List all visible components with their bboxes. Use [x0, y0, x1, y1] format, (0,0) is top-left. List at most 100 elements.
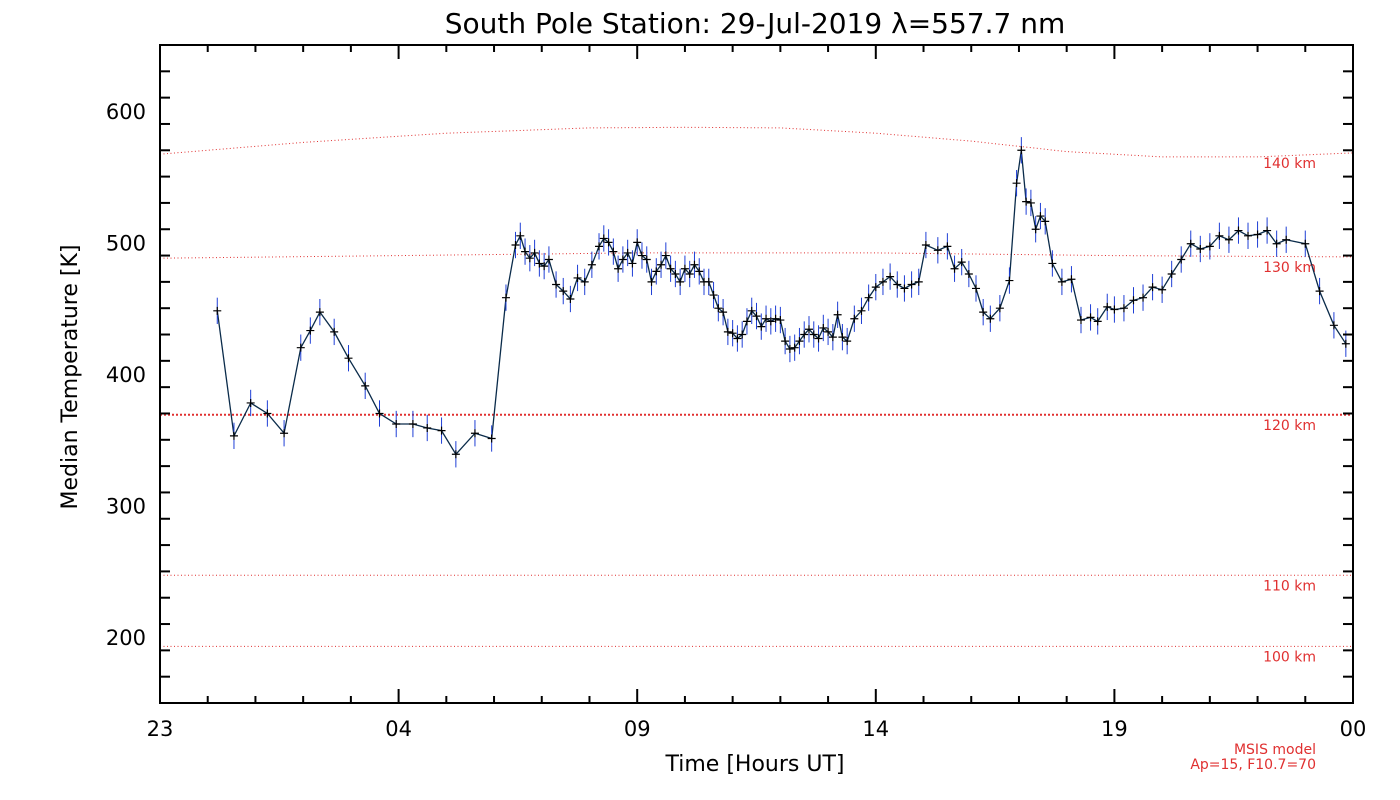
chart-title: South Pole Station: 29-Jul-2019 λ=557.7 … [445, 7, 1066, 40]
data-point [1329, 321, 1338, 330]
y-tick-label: 200 [106, 626, 146, 650]
data-point [525, 254, 534, 263]
data-point [1196, 244, 1205, 253]
data-point [824, 327, 833, 336]
data-point [1167, 269, 1176, 278]
data-point [864, 293, 873, 302]
data-point [850, 314, 859, 323]
data-point [771, 314, 780, 323]
data-point [785, 344, 794, 353]
series-line [216, 150, 1347, 456]
data-point [776, 316, 785, 325]
data-point [511, 241, 520, 250]
reference-label-130-km: 130 km [1263, 260, 1316, 276]
data-point [666, 264, 675, 273]
msis-model-note: MSIS model [1234, 742, 1316, 758]
data-point [1086, 313, 1095, 322]
x-tick-label: 09 [624, 717, 651, 741]
data-point [1031, 225, 1040, 234]
data-point [470, 429, 479, 438]
data-point [1315, 287, 1324, 296]
data-point [1272, 239, 1281, 248]
data-point [246, 398, 255, 407]
data-point [661, 251, 670, 260]
reference-label-120-km: 120 km [1263, 418, 1316, 434]
data-point [747, 306, 756, 315]
data-point [986, 314, 995, 323]
data-point [762, 314, 771, 323]
data-point [516, 231, 525, 240]
data-point [1041, 217, 1050, 226]
x-tick-label: 23 [147, 717, 174, 741]
y-tick-label: 300 [106, 495, 146, 519]
data-point [1234, 226, 1243, 235]
data-point [671, 269, 680, 278]
data-point [766, 317, 775, 326]
data-point [1148, 283, 1157, 292]
data-point [1224, 235, 1233, 244]
plot-frame [159, 44, 1354, 704]
data-point [535, 259, 544, 268]
data-point [680, 264, 689, 273]
data-point [843, 337, 852, 346]
x-axis-label: Time [Hours UT] [665, 752, 845, 777]
data-point [819, 323, 828, 332]
data-point [1244, 231, 1253, 240]
data-point [943, 242, 952, 251]
reference-label-100-km: 100 km [1263, 649, 1316, 665]
y-tick-label: 500 [106, 231, 146, 255]
data-point [933, 246, 942, 255]
data-point [757, 322, 766, 331]
data-point [559, 287, 568, 296]
data-point [344, 354, 353, 363]
data-point [552, 280, 561, 289]
data-point [1215, 231, 1224, 240]
data-point [857, 306, 866, 315]
reference-line-140-km [159, 126, 1354, 158]
data-point [957, 258, 966, 267]
data-point [1048, 259, 1057, 268]
y-tick-label: 600 [106, 100, 146, 124]
data-point [614, 264, 623, 273]
data-point [580, 277, 589, 286]
data-point [814, 334, 823, 343]
data-point [1057, 277, 1066, 286]
data-point [375, 409, 384, 418]
data-point [964, 269, 973, 278]
data-point [1017, 146, 1026, 155]
data-point [1186, 239, 1195, 248]
data-point [633, 238, 642, 247]
data-point [330, 327, 339, 336]
reference-label-110-km: 110 km [1263, 578, 1316, 594]
data-point [893, 280, 902, 289]
data-point [1005, 276, 1014, 285]
data-point [723, 327, 732, 336]
data-point [587, 260, 596, 269]
data-point [676, 277, 685, 286]
y-axis-label: Median Temperature [K] [58, 245, 83, 510]
plot-axes: 23 04 09 14 19 00 200 300 400 500 600 [106, 44, 1366, 741]
data-point [979, 308, 988, 317]
data-point [709, 291, 718, 300]
data-point [1341, 339, 1350, 348]
data-point [1263, 226, 1272, 235]
data-point [647, 277, 656, 286]
data-point [501, 293, 510, 302]
data-point [1093, 317, 1102, 326]
data-point [950, 264, 959, 273]
data-point [657, 260, 666, 269]
x-tick-label: 04 [385, 717, 412, 741]
data-point [637, 251, 646, 260]
data-point [900, 284, 909, 293]
data-point [995, 304, 1004, 313]
msis-reference-lines: 140 km 130 km 120 km 110 km 100 km [159, 126, 1354, 665]
data-point [361, 381, 370, 390]
data-point [296, 343, 305, 352]
data-point [604, 238, 613, 247]
data-point [1110, 305, 1119, 314]
data-point [907, 280, 916, 289]
data-point [451, 450, 460, 459]
y-tick-label: 400 [106, 363, 146, 387]
data-point [800, 330, 809, 339]
data-point [1022, 197, 1031, 206]
